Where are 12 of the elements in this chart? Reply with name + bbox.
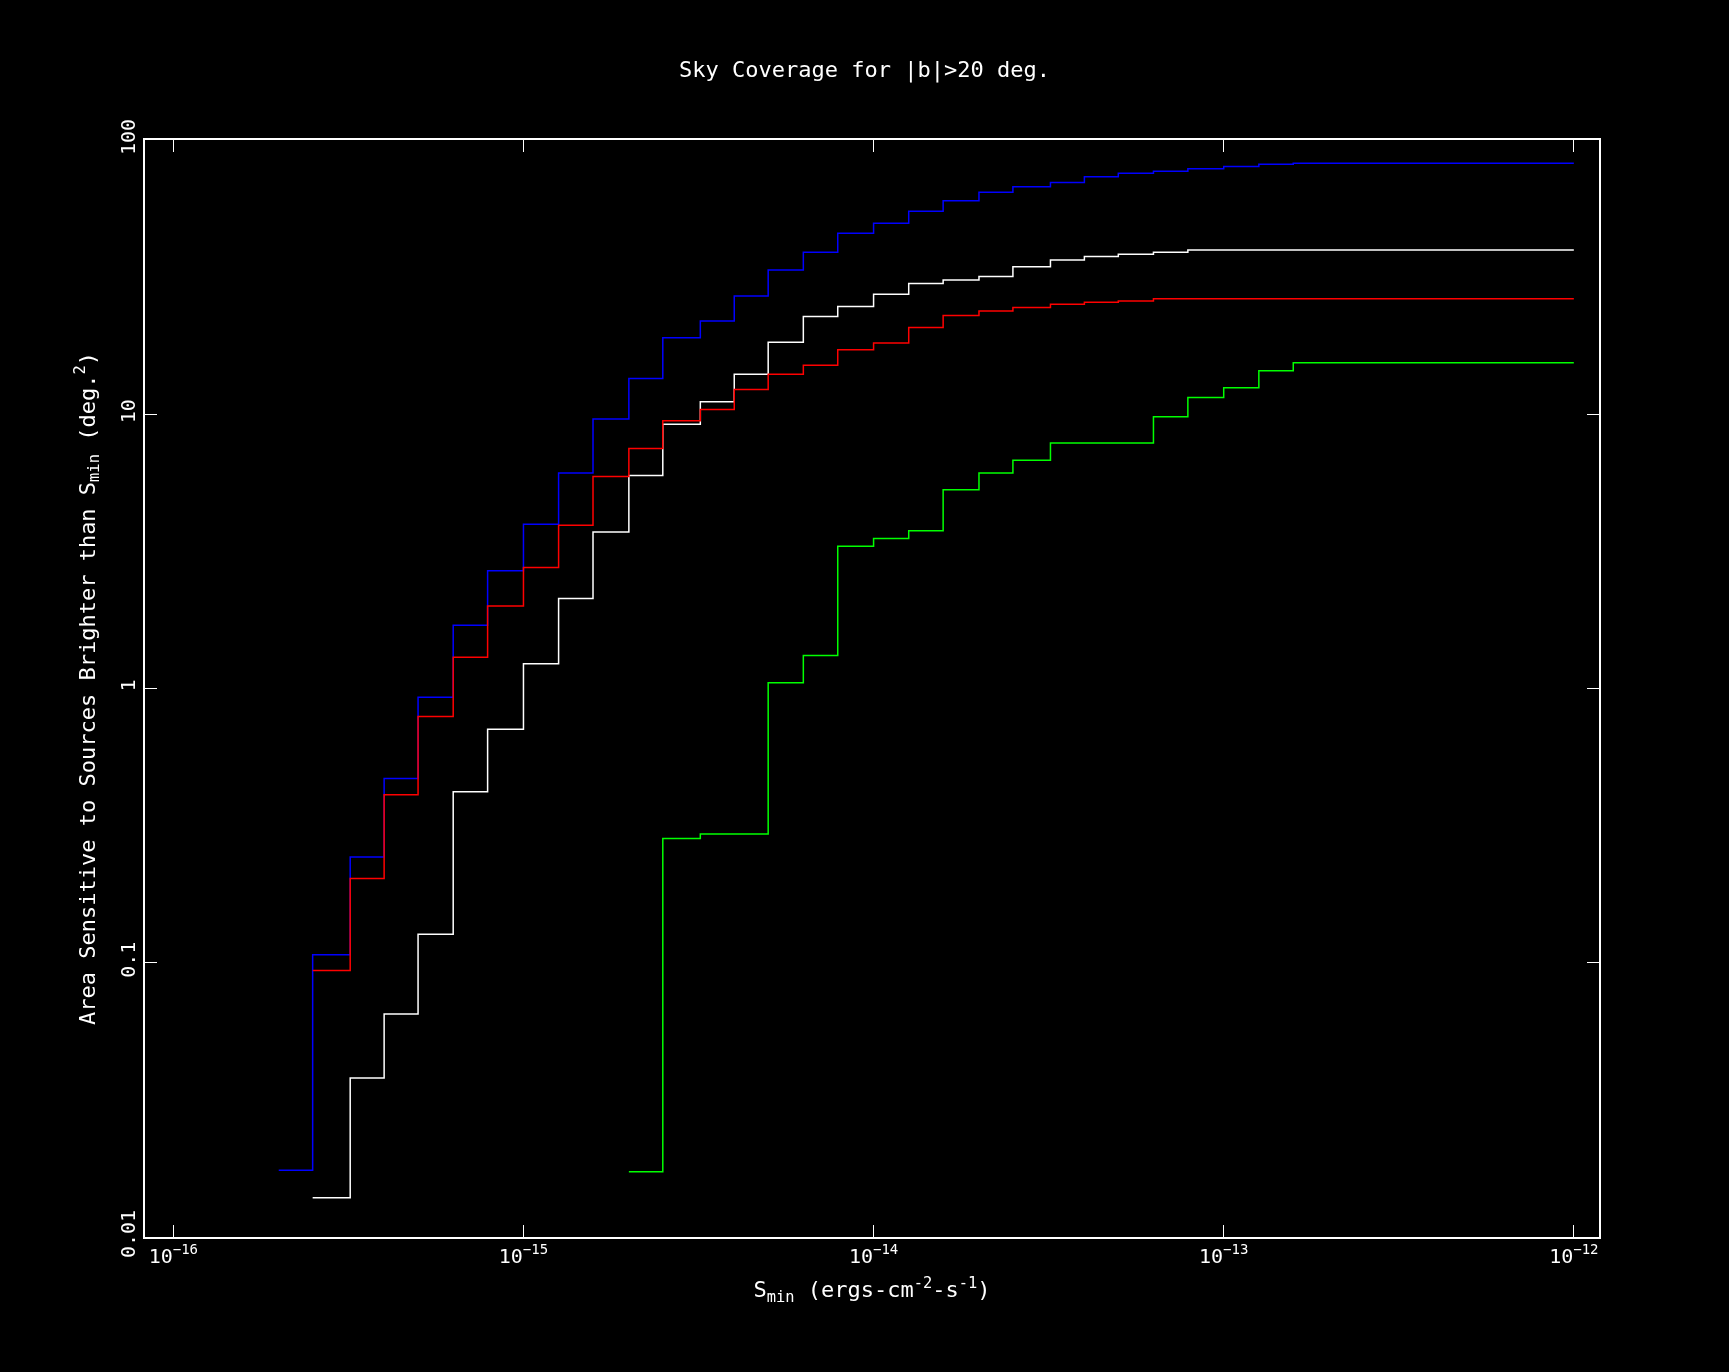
x-tick-label: 10$^{−12}$: [1549, 1241, 1599, 1268]
y-tick-label: 0.1: [116, 941, 141, 978]
x-tick-label: 10$^{−16}$: [148, 1241, 199, 1268]
y-tick-label: 0.01: [116, 1209, 141, 1259]
x-axis-title: S$_{min}$ (ergs-cm$^{-2}$-s$^{-1}$): [753, 1273, 991, 1306]
y-tick-label: 10: [116, 399, 141, 424]
y-tick-label: 100: [116, 118, 141, 156]
y-tick-label: 1: [116, 679, 141, 692]
x-tick-label: 10$^{−14}$: [848, 1241, 899, 1268]
x-tick-label: 10$^{−13}$: [1199, 1241, 1249, 1268]
x-tick-label: 10$^{−15}$: [498, 1241, 549, 1268]
chart-title: Sky Coverage for |b|>20 deg.: [679, 57, 1050, 84]
